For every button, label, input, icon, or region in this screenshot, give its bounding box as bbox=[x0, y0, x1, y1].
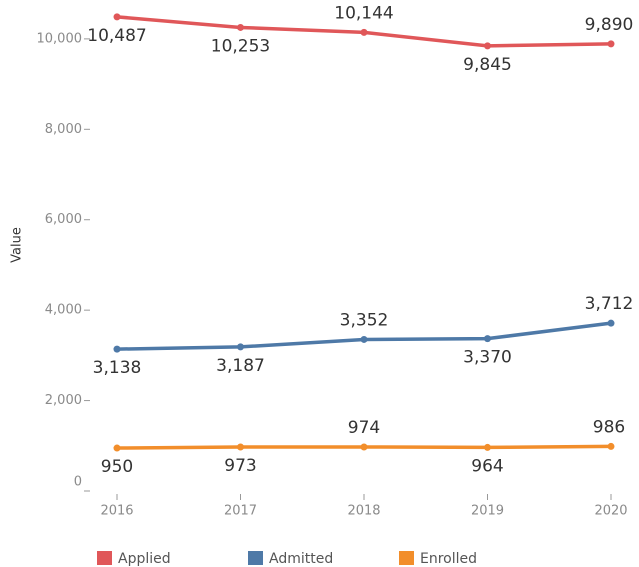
data-label: 3,138 bbox=[93, 358, 142, 378]
y-tick-label: 2,000 bbox=[45, 393, 82, 408]
data-label: 964 bbox=[471, 456, 503, 476]
data-label: 10,253 bbox=[211, 36, 270, 56]
data-point bbox=[360, 335, 368, 343]
data-point bbox=[237, 343, 244, 351]
data-label: 973 bbox=[224, 456, 256, 476]
data-label: 3,187 bbox=[216, 356, 265, 376]
data-label: 3,712 bbox=[585, 294, 634, 314]
legend-swatch bbox=[399, 551, 414, 565]
legend-label: Admitted bbox=[269, 551, 333, 567]
data-label: 974 bbox=[348, 418, 380, 438]
y-tick-label: 6,000 bbox=[45, 212, 82, 227]
x-tick-label: 2016 bbox=[100, 504, 133, 519]
legend-swatch bbox=[248, 551, 263, 565]
data-point bbox=[237, 23, 244, 31]
data-label: 3,370 bbox=[463, 348, 512, 368]
y-axis-title: Value bbox=[10, 227, 25, 263]
legend-label: Enrolled bbox=[420, 551, 477, 567]
data-point bbox=[607, 319, 615, 327]
data-point bbox=[484, 335, 491, 343]
data-point bbox=[360, 28, 368, 36]
data-point bbox=[484, 443, 491, 451]
data-point bbox=[113, 345, 121, 353]
data-label: 9,845 bbox=[463, 55, 512, 75]
data-point bbox=[113, 444, 121, 452]
data-label: 10,144 bbox=[334, 3, 393, 23]
data-point bbox=[607, 442, 615, 450]
y-tick-label: 4,000 bbox=[45, 303, 82, 318]
x-tick-label: 2018 bbox=[347, 504, 380, 519]
x-tick-label: 2019 bbox=[471, 504, 504, 519]
data-point bbox=[607, 40, 615, 48]
x-tick-label: 2020 bbox=[594, 504, 627, 519]
data-label: 986 bbox=[593, 417, 625, 437]
y-tick-label: 0 bbox=[74, 475, 82, 490]
data-point bbox=[113, 13, 121, 21]
data-label: 950 bbox=[101, 457, 133, 477]
data-point bbox=[484, 42, 491, 50]
data-label: 9,890 bbox=[585, 15, 634, 35]
legend-label: Applied bbox=[118, 551, 171, 567]
legend-swatch bbox=[97, 551, 112, 565]
data-point bbox=[237, 443, 244, 451]
data-label: 10,487 bbox=[87, 26, 146, 46]
y-tick-label: 8,000 bbox=[45, 122, 82, 137]
x-tick-label: 2017 bbox=[224, 504, 257, 519]
y-tick-label: 10,000 bbox=[37, 31, 83, 46]
data-point bbox=[360, 443, 368, 451]
data-label: 3,352 bbox=[340, 310, 389, 330]
